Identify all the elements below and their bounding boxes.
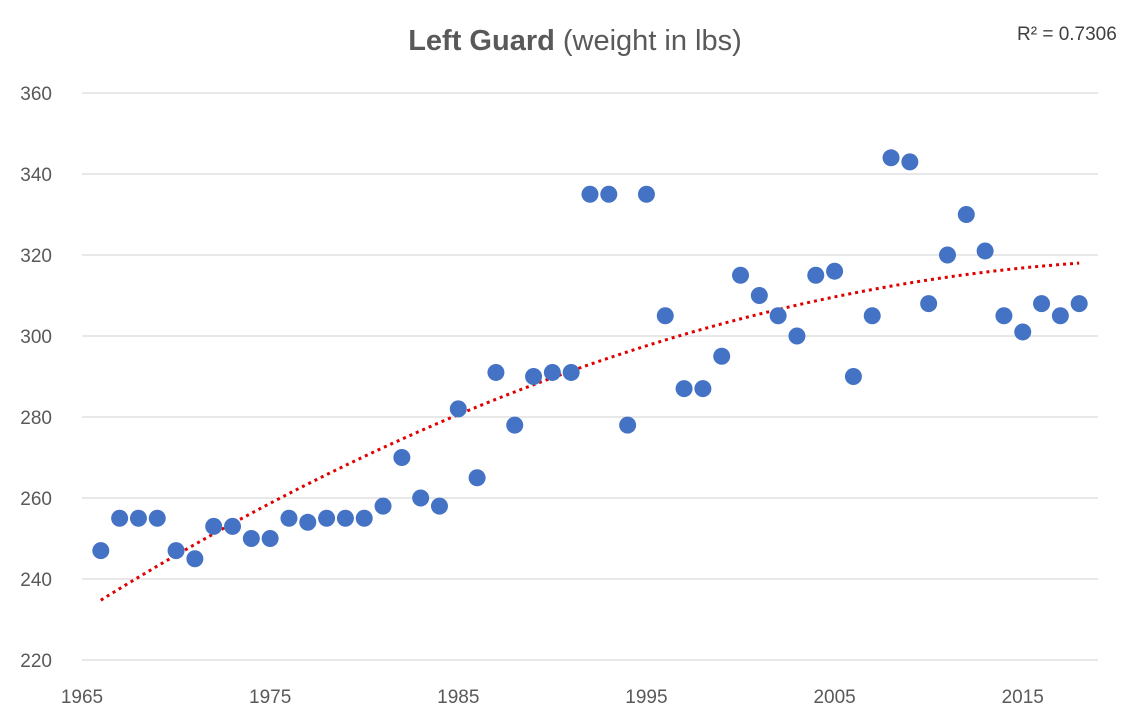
data-point: [167, 542, 185, 560]
data-point: [1014, 323, 1032, 341]
chart-title: Left Guard (weight in lbs): [408, 25, 742, 57]
data-point: [280, 509, 298, 527]
data-point: [318, 509, 336, 527]
data-point: [581, 185, 599, 203]
data-point: [750, 287, 768, 304]
data-point: [562, 363, 580, 381]
data-point: [224, 517, 242, 535]
data-point: [205, 517, 223, 535]
data-point: [656, 307, 674, 325]
data-point: [769, 307, 787, 325]
data-point: [1033, 295, 1051, 313]
data-point: [675, 380, 693, 398]
data-point: [826, 262, 844, 280]
data-point: [186, 550, 204, 568]
data-points: [92, 149, 1088, 568]
data-point: [957, 206, 975, 223]
data-point: [412, 489, 430, 507]
data-point: [938, 246, 956, 264]
trendline: [100, 261, 1080, 602]
data-point: [506, 416, 524, 434]
data-point: [449, 400, 467, 418]
r-squared-annotation: R² = 0.7306: [1017, 24, 1117, 45]
data-point: [995, 307, 1013, 325]
y-tick-label: 260: [20, 489, 52, 510]
data-point: [430, 497, 448, 515]
data-point: [111, 509, 129, 527]
y-tick-label: 220: [20, 651, 52, 672]
chart-title-rest: (weight in lbs): [555, 25, 742, 57]
data-point: [393, 449, 411, 466]
data-point: [261, 530, 279, 547]
x-tick-label: 2015: [1002, 687, 1044, 708]
x-tick-label: 1985: [437, 687, 479, 708]
y-tick-label: 320: [20, 246, 52, 267]
data-point: [487, 363, 505, 381]
data-point: [299, 513, 317, 531]
y-tick-label: 360: [20, 84, 52, 105]
data-point: [468, 469, 486, 487]
y-tick-label: 240: [20, 570, 52, 591]
x-axis-ticks: 1965 1975 1985 1995 2005 2015: [61, 687, 1044, 708]
data-point: [901, 153, 919, 171]
x-tick-label: 1965: [61, 687, 103, 708]
data-point: [600, 185, 618, 203]
y-tick-label: 300: [20, 327, 52, 348]
data-point: [525, 368, 543, 385]
trendline-group: [100, 261, 1080, 602]
data-point: [242, 530, 260, 547]
data-point: [1051, 307, 1069, 325]
data-point: [976, 242, 994, 260]
data-point: [543, 363, 561, 381]
data-point: [882, 149, 900, 167]
data-point: [863, 307, 881, 325]
data-point: [807, 266, 825, 284]
y-axis-ticks: 220 240 260 280 300 320 340 360: [20, 84, 52, 672]
data-point: [844, 368, 862, 385]
data-point: [788, 327, 806, 345]
gridlines: [82, 92, 1098, 661]
data-point: [92, 542, 110, 560]
data-point: [619, 416, 637, 434]
chart-title-bold: Left Guard: [408, 25, 555, 57]
data-point: [713, 347, 731, 365]
x-tick-label: 1995: [625, 687, 667, 708]
data-point: [355, 509, 373, 527]
x-tick-label: 1975: [249, 687, 291, 708]
y-tick-label: 340: [20, 165, 52, 186]
data-point: [129, 509, 147, 527]
data-point: [1070, 295, 1088, 313]
data-point: [694, 380, 712, 398]
x-tick-label: 2005: [813, 687, 855, 708]
data-point: [732, 266, 750, 284]
data-point: [336, 509, 354, 527]
data-point: [920, 295, 938, 313]
y-tick-label: 280: [20, 408, 52, 429]
data-point: [637, 185, 655, 203]
data-point: [374, 497, 392, 515]
data-point: [148, 509, 166, 527]
